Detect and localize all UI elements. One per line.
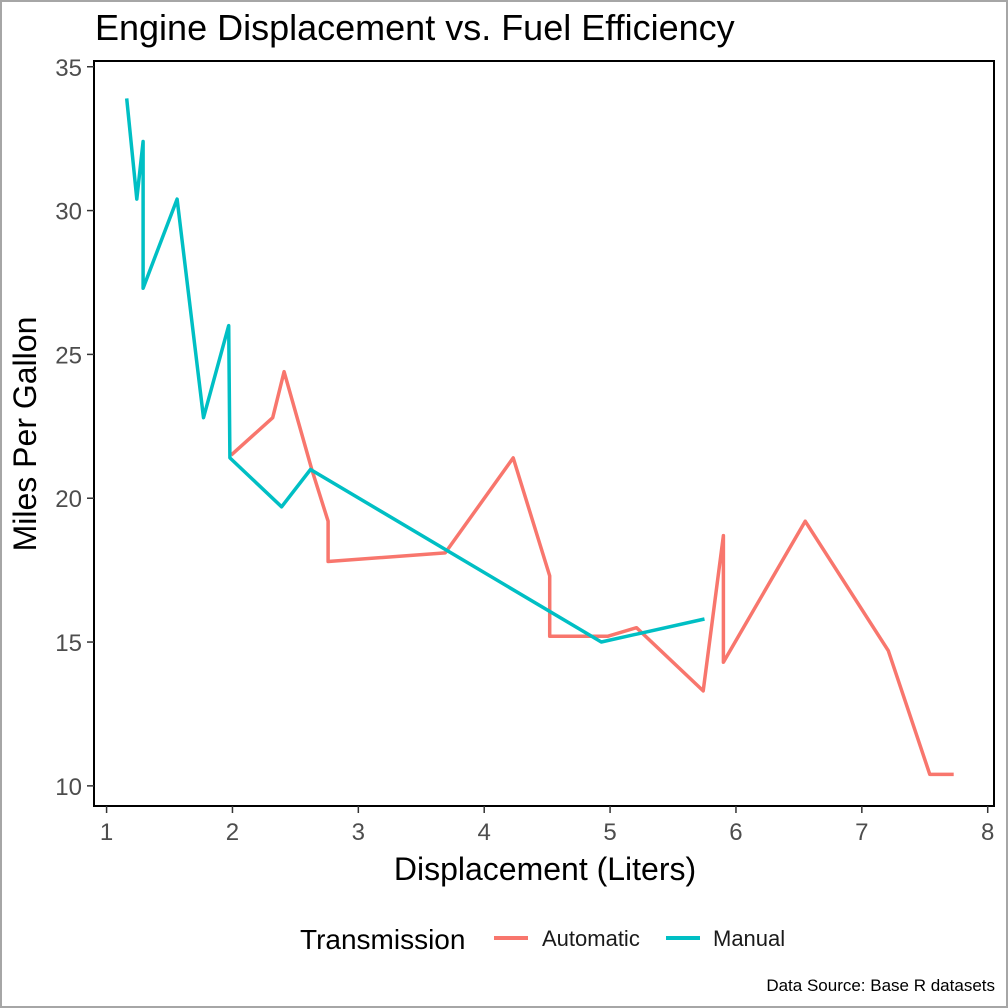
x-tick-label: 2 [226,819,239,846]
series-line-manual [124,98,705,644]
x-tick-label: 8 [981,819,994,846]
legend-title: Transmission [300,924,465,955]
series-line-automatic [230,369,954,777]
y-tick-label: 20 [55,486,82,513]
x-tick-label: 1 [100,819,113,846]
x-tick-label: 3 [352,819,365,846]
plot-panel-border [93,60,995,807]
caption: Data Source: Base R datasets [766,976,995,995]
y-tick-label: 30 [55,199,82,226]
y-tick-label: 15 [55,630,82,657]
x-axis-title: Displacement (Liters) [394,851,696,887]
y-axis-title: Miles Per Gallon [7,317,43,552]
x-tick-label: 5 [603,819,616,846]
y-tick-label: 25 [55,342,82,369]
legend-label-automatic: Automatic [542,926,640,951]
y-tick-label: 35 [55,55,82,82]
legend: Transmission Automatic Manual [300,924,785,955]
y-tick-label: 10 [55,774,82,801]
legend-label-manual: Manual [713,926,785,951]
series-layer [124,98,954,777]
x-tick-label: 6 [729,819,742,846]
x-axis: 1 2 3 4 5 6 7 8 [100,806,994,846]
y-axis: 10 15 20 25 30 35 [55,55,94,801]
x-tick-label: 4 [478,819,491,846]
chart-title: Engine Displacement vs. Fuel Efficiency [95,7,735,48]
x-tick-label: 7 [855,819,868,846]
